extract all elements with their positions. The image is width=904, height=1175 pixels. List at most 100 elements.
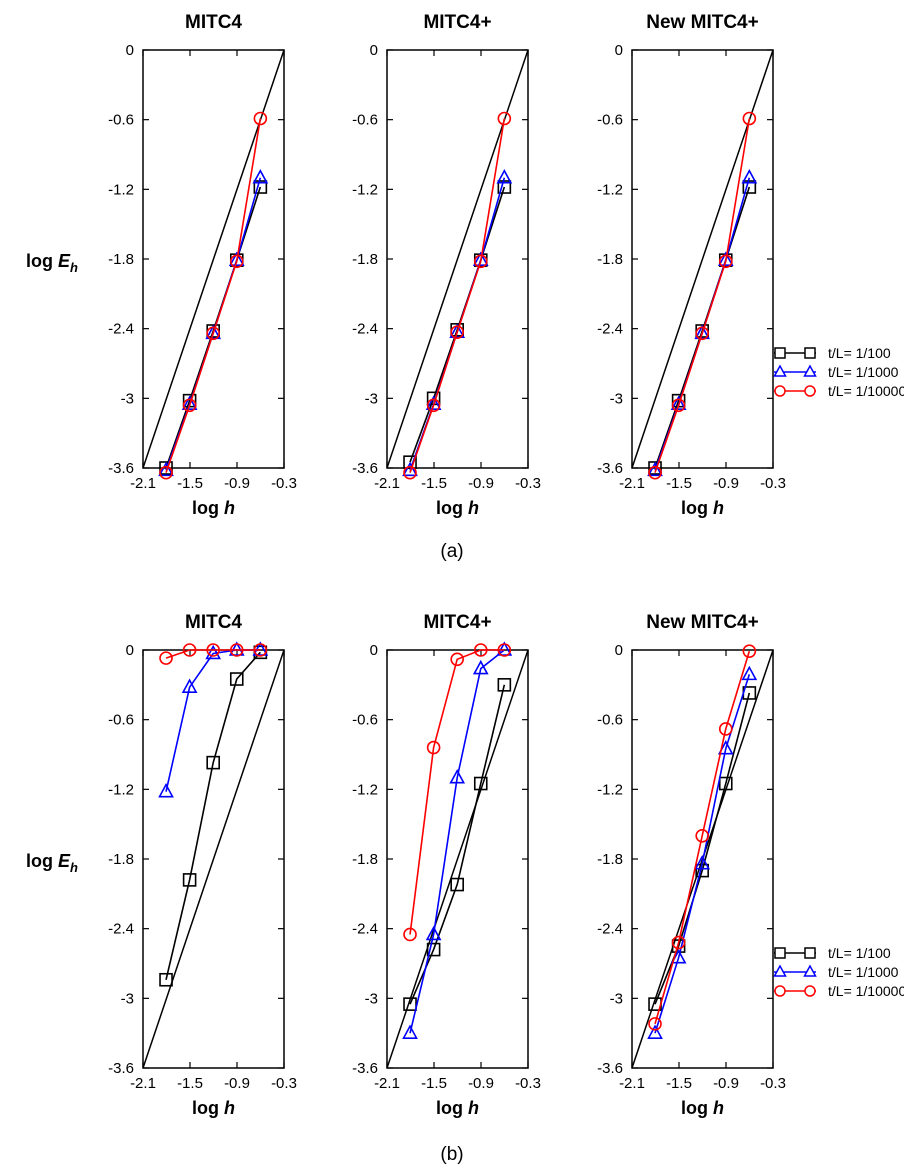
- legend-label: t/L= 1/10000: [828, 983, 904, 999]
- square-marker: [497, 678, 512, 692]
- x-tick-label: -2.1: [374, 475, 400, 492]
- y-tick-label: -3: [610, 990, 623, 1007]
- y-tick-label: -1.2: [108, 181, 134, 198]
- y-tick-label: -1.8: [108, 251, 134, 268]
- series-line-t-l-1-100: [165, 651, 261, 980]
- chart-panel: New MITC4+ -2.1 -1.5 -0.9 -0.3 0 -0.6 -1.2 -1.8 -…: [597, 12, 904, 518]
- y-tick-label: -1.2: [108, 781, 134, 798]
- legend-triangle-marker: [773, 964, 787, 977]
- triangle-marker: [694, 854, 711, 870]
- panel-title: New MITC4+: [646, 612, 758, 633]
- circle-marker: [253, 643, 268, 657]
- y-tick-label: -0.6: [108, 112, 134, 129]
- x-axis-label: log h: [192, 498, 235, 518]
- legend-circle-marker: [774, 385, 786, 397]
- square-marker: [450, 877, 464, 892]
- triangle-marker: [472, 659, 489, 675]
- legend-label: t/L= 1/1000: [828, 964, 899, 980]
- y-tick-label: -1.8: [108, 851, 134, 868]
- x-tick-label: -1.5: [177, 475, 203, 492]
- triangle-marker: [181, 678, 198, 693]
- triangle-marker: [717, 251, 734, 266]
- y-tick-label: -1.8: [352, 251, 378, 268]
- y-tick-label: -0.6: [352, 712, 378, 729]
- y-tick-label: -3.6: [597, 460, 623, 477]
- circle-marker: [648, 465, 662, 480]
- figure-caption: (a): [440, 541, 463, 562]
- panel-title: MITC4: [185, 12, 242, 33]
- square-marker: [229, 672, 244, 686]
- chart-panel: New MITC4+ -2.1 -1.5 -0.9 -0.3 0 -0.6 -1.2 -1.8 -…: [597, 612, 904, 1118]
- square-marker: [253, 180, 268, 194]
- legend-triangle-marker: [803, 964, 817, 977]
- circle-marker: [742, 111, 757, 126]
- x-tick-label: -1.5: [421, 1075, 447, 1092]
- chart-panel: MITC4 -2.1 -1.5 -0.9 -0.3 0 -0.6 -1.2 -1.8 -2.4 -3…: [26, 12, 297, 518]
- triangle-marker: [158, 461, 174, 477]
- legend-label: t/L= 1/100: [828, 945, 891, 961]
- x-axis-label: log h: [681, 498, 724, 518]
- circle-marker: [648, 1017, 662, 1031]
- triangle-marker: [694, 324, 711, 340]
- y-tick-label: -3.6: [352, 1060, 378, 1077]
- x-axis-label: log h: [436, 498, 479, 518]
- circle-marker: [671, 935, 686, 950]
- y-tick-label: -3: [365, 990, 378, 1007]
- circle-marker: [403, 465, 417, 480]
- triangle-marker: [402, 461, 418, 477]
- y-tick-label: -0.6: [597, 112, 623, 129]
- triangle-marker: [449, 323, 466, 338]
- y-tick-label: -0.6: [108, 712, 134, 729]
- triangle-marker: [228, 251, 245, 266]
- triangle-marker: [741, 169, 758, 184]
- y-tick-label: -1.8: [597, 851, 623, 868]
- x-tick-label: -1.5: [666, 475, 692, 492]
- circle-marker: [403, 927, 417, 942]
- series-line-t-l-1-10000: [409, 118, 506, 473]
- y-tick-label: -0.6: [597, 712, 623, 729]
- x-tick-label: -0.9: [468, 475, 494, 492]
- series-line-t-l-1-10000: [165, 649, 261, 659]
- triangle-marker: [252, 641, 269, 656]
- figure-caption: (b): [440, 1144, 463, 1165]
- circle-marker: [450, 652, 464, 667]
- y-tick-label: -2.4: [108, 321, 134, 338]
- circle-marker: [159, 465, 173, 480]
- circle-marker: [206, 643, 220, 657]
- legend-square-marker: [774, 947, 786, 959]
- legend-triangle-marker: [773, 364, 787, 377]
- legend-label: t/L= 1/1000: [828, 364, 899, 380]
- x-tick-label: -0.3: [760, 475, 786, 492]
- triangle-marker: [647, 461, 663, 477]
- circle-marker: [473, 254, 488, 269]
- triangle-marker: [496, 641, 513, 656]
- circle-marker: [206, 326, 220, 341]
- legend-square-marker: [804, 347, 816, 359]
- x-tick-label: -0.3: [760, 1075, 786, 1092]
- y-tick-label: -3: [121, 390, 134, 407]
- y-tick-label: 0: [126, 642, 134, 659]
- x-tick-label: -0.9: [224, 475, 250, 492]
- legend-square-marker: [774, 347, 786, 359]
- y-tick-label: -1.8: [352, 851, 378, 868]
- legend-label: t/L= 1/10000: [828, 383, 904, 399]
- circle-marker: [229, 643, 244, 657]
- y-tick-label: -3.6: [352, 460, 378, 477]
- legend-circle-marker: [804, 985, 816, 997]
- y-tick-label: -1.2: [597, 181, 623, 198]
- circle-marker: [450, 325, 464, 339]
- triangle-marker: [717, 740, 734, 755]
- x-tick-label: -1.5: [666, 1075, 692, 1092]
- x-tick-label: -2.1: [619, 1075, 645, 1092]
- legend-label: t/L= 1/100: [828, 345, 891, 361]
- square-marker: [182, 873, 197, 887]
- square-marker: [426, 942, 441, 957]
- x-tick-label: -0.9: [713, 1075, 739, 1092]
- triangle-marker: [425, 925, 442, 941]
- series-line-t-l-1-10000: [654, 118, 751, 473]
- y-tick-label: -2.4: [108, 921, 134, 938]
- y-tick-label: -2.4: [597, 321, 623, 338]
- triangle-marker: [252, 169, 269, 184]
- y-tick-label: -1.2: [352, 781, 378, 798]
- y-tick-label: 0: [370, 642, 378, 659]
